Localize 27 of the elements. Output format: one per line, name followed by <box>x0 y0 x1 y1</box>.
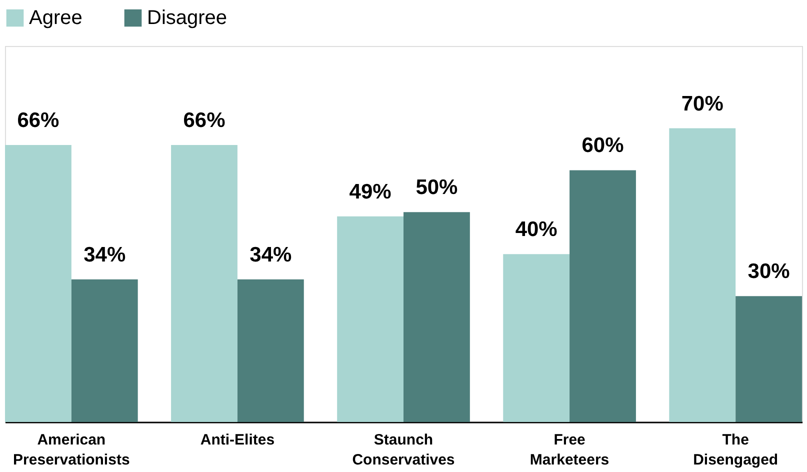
bar <box>237 279 304 422</box>
data-label: 66% <box>17 109 60 132</box>
data-label: 60% <box>582 134 624 158</box>
data-label: 66% <box>183 109 226 132</box>
data-label: 50% <box>416 176 458 200</box>
data-label: 30% <box>748 260 790 284</box>
legend-label: Disagree <box>147 7 228 29</box>
bar <box>337 216 404 422</box>
bar <box>736 296 802 422</box>
x-tick-label: Staunch Conservatives <box>352 432 455 468</box>
bar <box>570 170 636 422</box>
bar <box>171 145 238 422</box>
x-tick-label: American Preservationists <box>13 432 130 468</box>
bar <box>503 254 570 422</box>
data-label: 49% <box>349 180 392 204</box>
bar <box>404 212 470 422</box>
data-label: 34% <box>84 243 126 266</box>
data-label: 70% <box>681 92 724 116</box>
bar <box>5 145 72 422</box>
x-tick-label: Anti-Elites <box>200 432 275 448</box>
x-tick-label: The Disengaged <box>693 432 778 468</box>
data-label: 40% <box>515 218 558 242</box>
x-tick-label: Free Marketeers <box>530 432 610 468</box>
bar <box>71 279 138 422</box>
bar <box>669 128 736 422</box>
legend-label: Agree <box>29 7 82 29</box>
data-label: 34% <box>250 243 292 266</box>
